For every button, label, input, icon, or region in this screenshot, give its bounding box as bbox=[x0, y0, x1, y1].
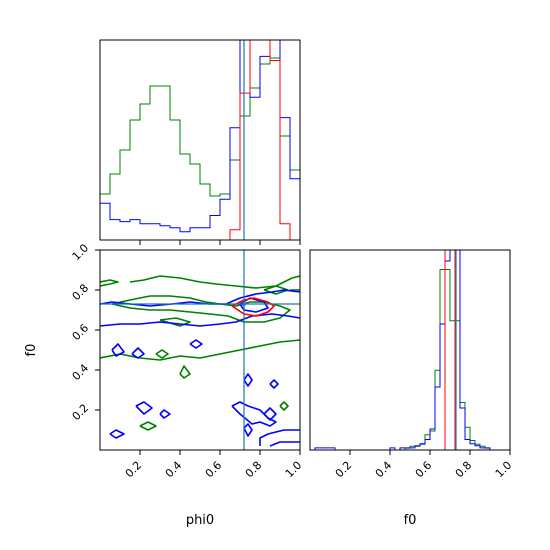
phi0-hist-frame bbox=[99, 39, 301, 241]
y-axis-label-f0: f0 bbox=[24, 344, 39, 357]
contour-green-level-0 bbox=[100, 279, 119, 287]
phi0-hist-red-series bbox=[100, 40, 300, 240]
phi0-histogram-panel bbox=[99, 39, 301, 245]
contour-green-level-6 bbox=[155, 349, 169, 359]
contour-blue-level-15 bbox=[269, 441, 300, 447]
phi0-hist-series-group bbox=[100, 40, 300, 240]
contour-green-level-1 bbox=[129, 275, 300, 289]
contour-blue-level-12 bbox=[243, 423, 253, 437]
f0-hist-x-tick-label: 0.2 bbox=[333, 459, 355, 481]
contour-blue-level-5 bbox=[131, 347, 145, 359]
contour-blue-level-11 bbox=[109, 429, 125, 439]
contour-y-tick-label: 0.2 bbox=[70, 402, 92, 424]
x-axis-label-phi0: phi0 bbox=[186, 513, 214, 528]
contour-blue-level-7 bbox=[269, 379, 279, 389]
contour-blue-level-3 bbox=[189, 339, 203, 349]
contour-green-level-5 bbox=[100, 339, 300, 361]
f0-hist-series-group bbox=[310, 250, 510, 450]
contour-y-tick-label: 0.4 bbox=[70, 362, 92, 384]
contour-blue-level-1 bbox=[100, 313, 300, 327]
phi0-f0-contour-panel: 0.2 0.4 0.6 0.8 1.0 0.2 0.4 0.6 0.8 1.0 bbox=[70, 242, 305, 481]
contour-blue-level-9 bbox=[159, 409, 171, 419]
f0-hist-green-series bbox=[310, 269, 510, 450]
contour-x-tick-label: 0.8 bbox=[243, 459, 265, 481]
contour-y-tick-label: 0.6 bbox=[70, 322, 92, 344]
contour-green-level-3 bbox=[111, 295, 291, 323]
contour-y-tick-label: 0.8 bbox=[70, 282, 92, 304]
phi0-hist-green-series bbox=[100, 57, 300, 197]
contour-blue-level-6 bbox=[243, 373, 253, 387]
contour-red-level-0 bbox=[231, 297, 275, 317]
contour-y-tick-label: 1.0 bbox=[70, 242, 92, 264]
f0-hist-blue-series bbox=[310, 250, 510, 450]
contour-blue-level-14 bbox=[259, 429, 300, 446]
f0-histogram-panel: 0.2 0.4 0.6 0.8 1.0 bbox=[309, 249, 515, 481]
truth-marker bbox=[242, 302, 246, 306]
phi0-hist-blue-series bbox=[100, 40, 300, 233]
f0-hist-x-tick-label: 0.6 bbox=[413, 459, 435, 481]
contour-blue-level-8 bbox=[135, 401, 153, 415]
contour-green-level-7 bbox=[179, 365, 191, 379]
contour-green-level-8 bbox=[139, 421, 157, 431]
contour-x-tick-label: 0.4 bbox=[163, 459, 185, 481]
contour-frame bbox=[99, 249, 301, 451]
contour-x-tick-label: 1.0 bbox=[283, 459, 305, 481]
contour-series-group bbox=[100, 275, 300, 447]
contour-x-tick-label: 0.6 bbox=[203, 459, 225, 481]
contour-blue-level-4 bbox=[111, 343, 125, 357]
contour-x-tick-label: 0.2 bbox=[123, 459, 145, 481]
x-axis-label-f0: f0 bbox=[404, 513, 417, 528]
f0-hist-x-tick-label: 0.8 bbox=[453, 459, 475, 481]
f0-hist-x-tick-label: 1.0 bbox=[493, 459, 515, 481]
contour-green-level-9 bbox=[279, 401, 289, 411]
f0-hist-x-tick-label: 0.4 bbox=[373, 459, 395, 481]
f0-hist-frame bbox=[309, 249, 511, 451]
f0-hist-red-series bbox=[310, 250, 510, 450]
contour-blue-level-13 bbox=[231, 401, 277, 427]
